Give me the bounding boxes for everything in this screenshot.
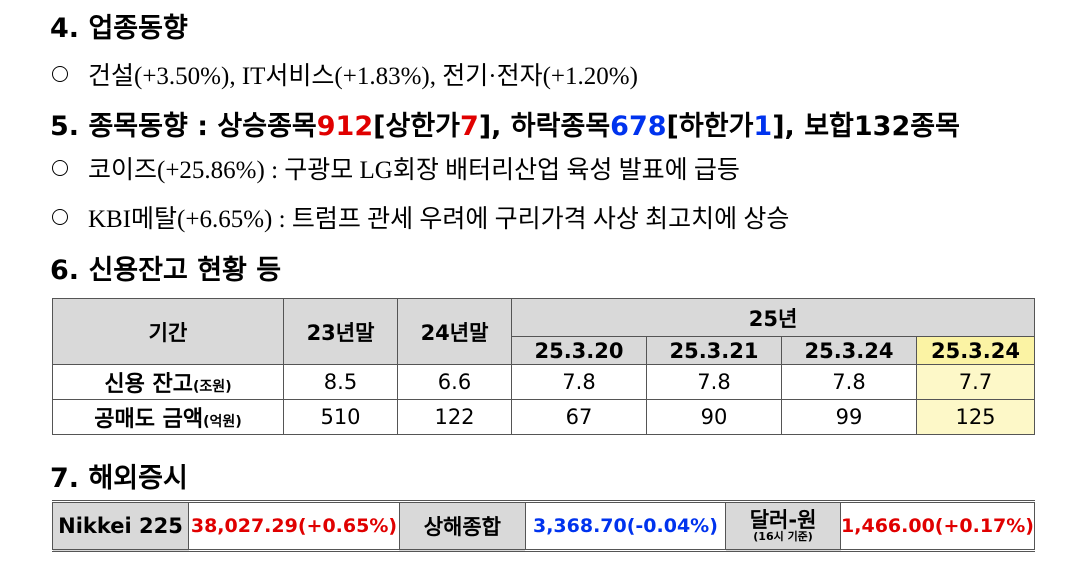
- bullet-marker: [52, 160, 68, 176]
- market-note: (16시 기준): [753, 530, 813, 543]
- header-cell: 23년말: [283, 298, 398, 365]
- title-part: 1: [753, 111, 773, 142]
- title-part: 912: [316, 111, 374, 142]
- header-cell: 25년: [511, 298, 1035, 337]
- title-part: ], 보합132종목: [772, 111, 960, 142]
- value-cell: 67: [511, 399, 647, 435]
- bullet-text: 코이즈(+25.86%) : 구광모 LG회장 배터리산업 육성 발표에 급등: [88, 157, 740, 184]
- header-cell: 기간: [52, 298, 284, 365]
- market-name-text: 달러-원: [749, 508, 817, 532]
- row-label: 공매도 금액: [94, 407, 204, 432]
- row-unit: (억원): [203, 414, 242, 430]
- row-label-cell: 공매도 금액(억원): [52, 399, 284, 435]
- row-label: 신용 잔고: [104, 372, 194, 397]
- header-cell: 25.3.24: [781, 336, 917, 365]
- section-title: 4. 업종동향: [50, 13, 188, 44]
- title-part: 5. 종목동향 : 상승종목: [50, 111, 317, 142]
- value-cell: 510: [283, 399, 398, 435]
- section-title: 6. 신용잔고 현황 등: [50, 255, 282, 286]
- bullet: 코이즈(+25.86%) : 구광모 LG회장 배터리산업 육성 발표에 급등: [52, 150, 740, 186]
- bullet-text: 건설(+3.50%), IT서비스(+1.83%), 전기·전자(+1.20%): [88, 63, 638, 90]
- row-unit: (조원): [193, 379, 232, 395]
- bullet-text: KBI메탈(+6.65%) : 트럼프 관세 우려에 구리가격 사상 최고치에 …: [88, 206, 790, 233]
- header-cell: 25.3.24: [916, 336, 1035, 365]
- value-cell: 8.5: [283, 364, 398, 400]
- value-cell: 122: [397, 399, 512, 435]
- title-part: ], 하락종목: [478, 111, 611, 142]
- market-value: 38,027.29(+0.65%): [188, 501, 400, 551]
- credit-table: 기간 23년말 24년말 25년 25.3.20 25.3.21 25.3.24…: [52, 298, 1035, 435]
- row-label-cell: 신용 잔고(조원): [52, 364, 284, 400]
- title-part: 678: [610, 111, 667, 142]
- table-row: 공매도 금액(억원) 510 122 67 90 99 125: [52, 399, 1035, 435]
- value-cell: 125: [916, 399, 1035, 435]
- value-cell: 6.6: [397, 364, 512, 400]
- market-name: 상해종합: [398, 501, 526, 551]
- title-part: [상한가: [373, 111, 461, 142]
- market-name: 달러-원 (16시 기준): [725, 501, 842, 551]
- table-subheader-row: 25.3.20 25.3.21 25.3.24 25.3.24: [53, 336, 1035, 365]
- title-part: [하한가: [666, 111, 754, 142]
- value-cell: 7.8: [781, 364, 917, 400]
- value-cell: 7.8: [646, 364, 782, 400]
- title-part: 7: [460, 111, 479, 142]
- market-row: Nikkei 225 38,027.29(+0.65%) 상해종합 3,368.…: [51, 501, 1035, 551]
- table-header-row: 기간 23년말 24년말 25년: [52, 298, 1035, 365]
- value-cell: 7.7: [916, 364, 1035, 400]
- market-name: Nikkei 225: [51, 501, 190, 551]
- header-cell: 25.3.20: [511, 336, 647, 365]
- market-value: 3,368.70(-0.04%): [524, 501, 727, 551]
- bullet: 건설(+3.50%), IT서비스(+1.83%), 전기·전자(+1.20%): [52, 56, 638, 92]
- market-value: 1,466.00(+0.17%): [840, 501, 1035, 551]
- bullet-marker: [52, 66, 68, 82]
- section-title: 5. 종목동향 : 상승종목912[상한가7], 하락종목678[하한가1], …: [50, 104, 960, 143]
- header-cell: 25.3.21: [646, 336, 782, 365]
- table-body: 신용 잔고(조원) 8.5 6.6 7.8 7.8 7.8 7.7 공매도 금액(억원) 510…: [52, 364, 1035, 435]
- value-cell: 7.8: [511, 364, 647, 400]
- value-cell: 90: [646, 399, 782, 435]
- table-row: 신용 잔고(조원) 8.5 6.6 7.8 7.8 7.8 7.7: [52, 364, 1035, 400]
- header-cell: 24년말: [397, 298, 512, 365]
- section-title: 7. 해외증시: [50, 463, 188, 494]
- bullet: KBI메탈(+6.65%) : 트럼프 관세 우려에 구리가격 사상 최고치에 …: [52, 199, 789, 235]
- market-table: Nikkei 225 38,027.29(+0.65%) 상해종합 3,368.…: [51, 500, 1035, 552]
- bullet-marker: [52, 209, 68, 225]
- value-cell: 99: [781, 399, 917, 435]
